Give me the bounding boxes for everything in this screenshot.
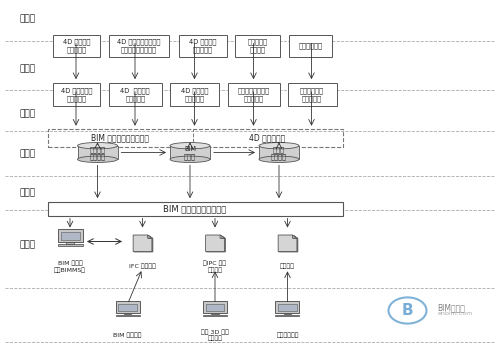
Bar: [116, 315, 140, 316]
Text: 非IPC 格式
几何模型: 非IPC 格式 几何模型: [204, 260, 227, 273]
Text: 4D 施工过程
模拟与优化: 4D 施工过程 模拟与优化: [62, 39, 90, 53]
Polygon shape: [292, 235, 297, 238]
Ellipse shape: [170, 142, 210, 149]
Polygon shape: [134, 236, 153, 252]
Polygon shape: [134, 235, 152, 252]
Polygon shape: [279, 236, 298, 252]
Polygon shape: [220, 235, 224, 238]
Text: 数据层: 数据层: [20, 149, 36, 158]
Bar: [278, 304, 296, 311]
Text: 4D  施工管理
子信息模型: 4D 施工管理 子信息模型: [120, 88, 150, 102]
Bar: [52, 83, 100, 106]
Text: IFC 中性文件: IFC 中性文件: [129, 264, 156, 269]
Text: 速度信息: 速度信息: [280, 264, 295, 269]
Bar: [259, 146, 299, 159]
Bar: [66, 242, 74, 244]
Text: BIM中国网: BIM中国网: [438, 303, 466, 312]
Text: 施工现场动态时空
子信息模型: 施工现场动态时空 子信息模型: [238, 88, 270, 102]
Polygon shape: [148, 236, 153, 239]
Text: 接口层: 接口层: [20, 189, 36, 198]
Text: 项目综合管理
子信息模型: 项目综合管理 子信息模型: [300, 88, 324, 102]
Bar: [288, 83, 337, 106]
Ellipse shape: [259, 142, 299, 149]
Polygon shape: [220, 235, 225, 238]
Polygon shape: [133, 235, 152, 252]
Bar: [48, 129, 343, 147]
Bar: [276, 301, 299, 313]
Ellipse shape: [259, 156, 299, 162]
Bar: [203, 315, 227, 316]
Polygon shape: [294, 236, 298, 239]
Text: 非结构化
信息仓库: 非结构化 信息仓库: [90, 146, 106, 160]
Text: 4D 施工安全
子信息模型: 4D 施工安全 子信息模型: [181, 88, 208, 102]
Bar: [179, 34, 226, 57]
Bar: [109, 34, 169, 57]
Ellipse shape: [78, 142, 118, 149]
Polygon shape: [278, 235, 297, 252]
Bar: [48, 202, 343, 216]
Text: 超媒体
过程信息: 超媒体 过程信息: [271, 146, 287, 160]
Text: 其他 3D 元件
建模软件: 其他 3D 元件 建模软件: [201, 329, 229, 342]
Bar: [289, 34, 332, 57]
Text: 应用层: 应用层: [20, 14, 36, 23]
Polygon shape: [293, 235, 298, 238]
Polygon shape: [206, 235, 225, 252]
Bar: [170, 146, 210, 159]
Bar: [276, 315, 299, 316]
Bar: [58, 229, 82, 243]
Bar: [124, 313, 131, 314]
Text: 设计及施工
碰撞检测: 设计及施工 碰撞检测: [248, 39, 268, 53]
Bar: [203, 301, 227, 313]
Text: 4D 施工过程优
子信息模型: 4D 施工过程优 子信息模型: [60, 88, 92, 102]
Text: 4D 施工进度、资源、
成本及现场动态管理: 4D 施工进度、资源、 成本及现场动态管理: [118, 39, 160, 53]
Bar: [228, 83, 280, 106]
Bar: [206, 304, 224, 311]
Text: 4D 施工安全
与冲突分析: 4D 施工安全 与冲突分析: [189, 39, 216, 53]
Text: BIM 数据接口与交换引擎: BIM 数据接口与交换引擎: [164, 204, 226, 213]
Ellipse shape: [78, 156, 118, 162]
Text: BIM 数据集成与管理平台: BIM 数据集成与管理平台: [91, 134, 149, 143]
Bar: [78, 146, 118, 159]
Text: 数据源: 数据源: [20, 240, 36, 249]
Polygon shape: [148, 235, 152, 238]
Polygon shape: [206, 235, 225, 252]
Polygon shape: [148, 235, 152, 238]
Ellipse shape: [170, 156, 210, 162]
Bar: [284, 313, 291, 314]
Text: 模型层: 模型层: [20, 65, 36, 73]
Text: 平台层: 平台层: [20, 109, 36, 118]
Polygon shape: [206, 236, 226, 252]
Bar: [170, 83, 219, 106]
Bar: [116, 301, 140, 313]
Bar: [109, 83, 162, 106]
Text: 4D 可视化平台: 4D 可视化平台: [250, 134, 286, 143]
Text: 速度管理软件: 速度管理软件: [276, 333, 299, 338]
Text: enbim.com: enbim.com: [438, 312, 473, 316]
Text: 项目综合管理: 项目综合管理: [298, 42, 322, 49]
Bar: [52, 34, 100, 57]
Bar: [212, 313, 218, 314]
Bar: [60, 233, 80, 240]
Polygon shape: [221, 236, 226, 239]
Text: BIM 建模系
统（BIMMS）: BIM 建模系 统（BIMMS）: [54, 260, 86, 273]
Text: BIM
数据库: BIM 数据库: [184, 146, 196, 160]
Text: B: B: [402, 303, 413, 318]
Bar: [235, 34, 280, 57]
Bar: [58, 244, 82, 246]
Text: BIM 建模软件: BIM 建模软件: [113, 333, 142, 338]
Polygon shape: [278, 235, 297, 252]
Bar: [118, 304, 136, 311]
